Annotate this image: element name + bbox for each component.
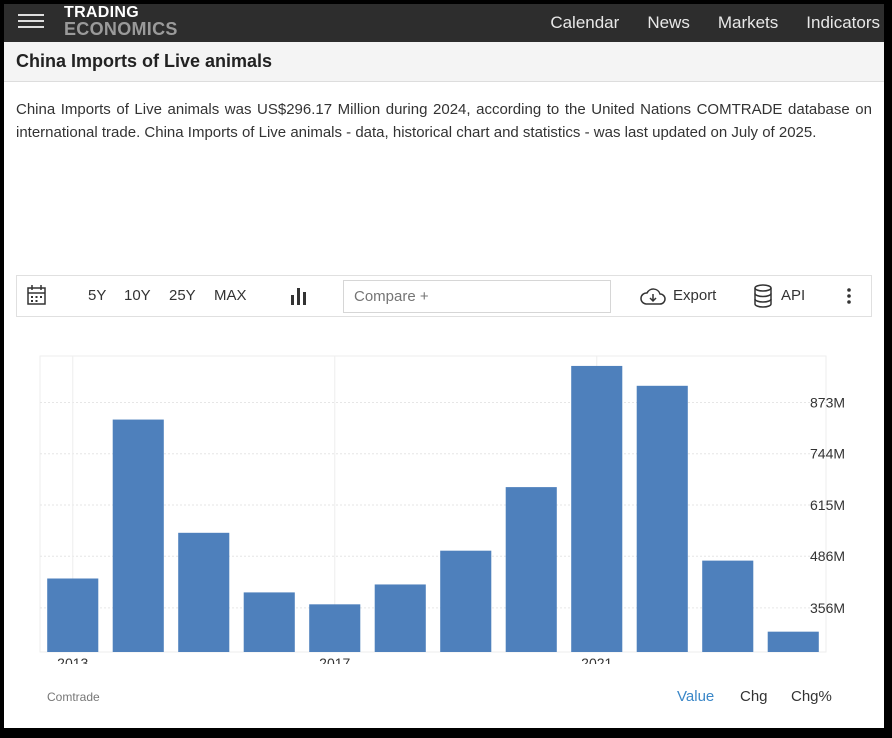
y-tick-label: 744M bbox=[810, 446, 845, 462]
y-tick-label: 486M bbox=[810, 548, 845, 564]
bar-2014 bbox=[112, 419, 164, 652]
range-10y[interactable]: 10Y bbox=[124, 287, 151, 304]
logo-line2: ECONOMICS bbox=[64, 19, 178, 39]
plot-area bbox=[39, 355, 827, 653]
nav-news[interactable]: News bbox=[647, 13, 690, 32]
x-tick-label: 2021 bbox=[581, 655, 612, 664]
database-icon[interactable] bbox=[753, 276, 773, 316]
chart-toolbar: 5Y 10Y 25Y MAX Export API bbox=[16, 275, 872, 317]
bar-chart-icon[interactable] bbox=[290, 276, 308, 316]
bar-2017 bbox=[309, 604, 361, 652]
bar-chart: 356M 486M 615M 744M 873M 2013 2017 2021 bbox=[39, 355, 845, 664]
x-tick-label: 2017 bbox=[319, 655, 350, 664]
range-5y[interactable]: 5Y bbox=[88, 287, 107, 304]
bar-2018 bbox=[374, 584, 426, 652]
top-navbar: TRADING ECONOMICS Calendar News Markets … bbox=[4, 4, 884, 42]
y-tick-label: 873M bbox=[810, 394, 845, 410]
bar-2015 bbox=[178, 532, 230, 652]
site-logo[interactable]: TRADING ECONOMICS bbox=[64, 4, 178, 39]
export-button[interactable]: Export bbox=[673, 287, 717, 304]
nav-calendar[interactable]: Calendar bbox=[550, 13, 620, 32]
bar-2020 bbox=[505, 487, 557, 652]
nav-markets[interactable]: Markets bbox=[717, 13, 779, 32]
page-frame: TRADING ECONOMICS Calendar News Markets … bbox=[4, 4, 884, 728]
bar-2024 bbox=[767, 631, 819, 652]
page-description: China Imports of Live animals was US$296… bbox=[16, 101, 872, 141]
bar-2013 bbox=[47, 578, 99, 652]
y-tick-label: 356M bbox=[810, 600, 845, 616]
range-25y[interactable]: 25Y bbox=[169, 287, 196, 304]
bar-2022 bbox=[636, 385, 688, 652]
x-tick-label: 2013 bbox=[57, 655, 88, 664]
mode-chg-pct[interactable]: Chg% bbox=[791, 688, 832, 705]
mode-chg[interactable]: Chg bbox=[740, 688, 768, 705]
api-button[interactable]: API bbox=[781, 287, 806, 304]
compare-input[interactable] bbox=[343, 280, 611, 313]
bar-2019 bbox=[440, 550, 492, 652]
mode-value[interactable]: Value bbox=[677, 688, 715, 705]
y-tick-label: 615M bbox=[810, 497, 845, 513]
page-title: China Imports of Live animals bbox=[16, 51, 273, 71]
logo-line1: TRADING bbox=[64, 4, 139, 21]
nav-indicators[interactable]: Indicators bbox=[806, 13, 880, 32]
hamburger-menu-icon[interactable] bbox=[18, 10, 44, 32]
main-nav: Calendar News Markets Indicators bbox=[522, 4, 880, 42]
bar-2021 bbox=[571, 365, 623, 652]
source-label: Comtrade bbox=[47, 690, 100, 704]
more-vertical-icon[interactable] bbox=[846, 276, 852, 316]
title-bar: China Imports of Live animals bbox=[4, 42, 884, 82]
calendar-icon[interactable] bbox=[27, 276, 47, 316]
bar-2016 bbox=[243, 592, 295, 652]
cloud-download-icon[interactable] bbox=[640, 276, 666, 316]
range-max[interactable]: MAX bbox=[214, 287, 247, 304]
bar-2023 bbox=[702, 560, 754, 652]
